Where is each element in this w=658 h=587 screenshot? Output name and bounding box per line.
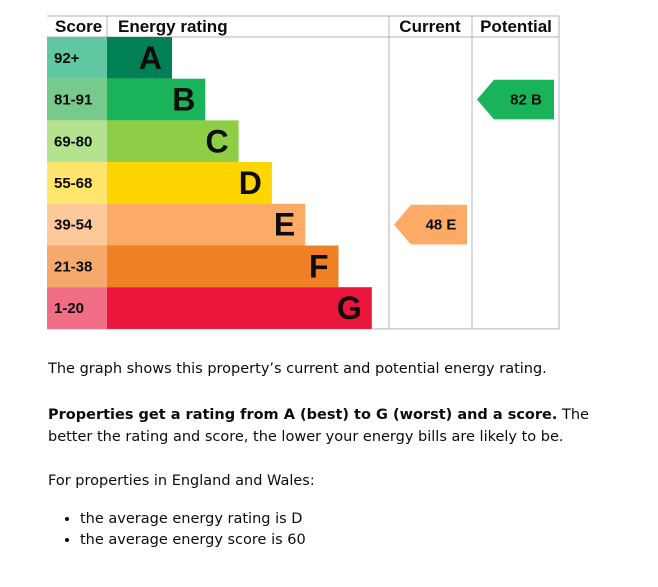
- graph-explanation: The graph shows this property’s current …: [48, 358, 608, 380]
- band-bar: [107, 78, 206, 121]
- rating-arrows: 48 E 82 B: [394, 79, 554, 245]
- rating-explanation-rest: The better the rating and score, the low…: [48, 407, 589, 445]
- band-score-label: 21-38: [54, 258, 92, 275]
- band-score-label: 92+: [54, 50, 80, 67]
- header-current: Current: [399, 17, 461, 36]
- potential-rating-arrow-label: 82 B: [510, 92, 542, 109]
- band-score-cell: [47, 203, 107, 246]
- rating-explanation-paragraph: Properties get a rating from A (best) to…: [48, 404, 608, 448]
- band-f: 21-38 F: [47, 245, 339, 288]
- band-letter: D: [239, 165, 262, 201]
- band-bar: [107, 162, 272, 204]
- band-score-cell: [47, 162, 107, 204]
- band-d: 55-68 D: [47, 162, 272, 204]
- rating-explanation-bold: Properties get a rating from A (best) to…: [48, 407, 558, 423]
- current-rating-arrow-label: 48 E: [426, 217, 457, 234]
- band-score-cell: [47, 287, 107, 329]
- band-score-label: 1-20: [54, 300, 84, 317]
- current-rating-arrow: 48 E: [394, 204, 467, 245]
- band-g: 1-20 G: [47, 287, 372, 329]
- header-score: Score: [55, 17, 102, 36]
- band-bar: [107, 203, 306, 246]
- band-bar: [107, 120, 239, 163]
- band-letter: B: [172, 82, 195, 118]
- band-score-cell: [47, 245, 107, 288]
- rating-explanation: Properties get a rating from A (best) to…: [48, 404, 608, 448]
- band-c: 69-80 C: [47, 120, 239, 163]
- band-score-cell: [47, 37, 107, 79]
- band-bar: [107, 37, 172, 79]
- band-score-label: 55-68: [54, 175, 92, 192]
- region-intro: For properties in England and Wales:: [48, 470, 608, 492]
- band-letter: E: [274, 207, 295, 243]
- current-rating-arrow-shape: [394, 204, 467, 245]
- header-energy-rating: Energy rating: [118, 17, 228, 36]
- band-letter: C: [205, 123, 228, 159]
- band-a: 92+ A: [47, 37, 172, 79]
- band-score-label: 69-80: [54, 133, 92, 150]
- average-rating-item: the average energy rating is D: [80, 509, 306, 530]
- epc-chart: Score Energy rating Current Potential 92…: [47, 15, 560, 330]
- band-bar: [107, 245, 339, 288]
- band-letter: F: [309, 248, 329, 284]
- band-e: 39-54 E: [47, 203, 306, 246]
- region-intro-text: For properties in England and Wales:: [48, 473, 315, 489]
- band-b: 81-91 B: [47, 78, 206, 121]
- band-bar: [107, 287, 372, 329]
- band-letter: G: [337, 290, 362, 326]
- band-letter: A: [139, 40, 162, 76]
- graph-explanation-text: The graph shows this property’s current …: [48, 361, 547, 377]
- header-potential: Potential: [480, 17, 552, 36]
- potential-rating-arrow: 82 B: [477, 79, 554, 120]
- band-score-label: 39-54: [54, 217, 93, 234]
- band-score-cell: [47, 78, 107, 121]
- potential-rating-arrow-shape: [477, 79, 554, 120]
- average-score-item: the average energy score is 60: [80, 530, 306, 551]
- band-score-label: 81-91: [54, 92, 92, 109]
- rating-bands: 92+ A 81-91 B 69-80 C 55-68 D 39-54 E 21-38 F 1-20 G: [47, 37, 372, 329]
- average-list: the average energy rating is D the avera…: [60, 509, 306, 551]
- band-score-cell: [47, 120, 107, 163]
